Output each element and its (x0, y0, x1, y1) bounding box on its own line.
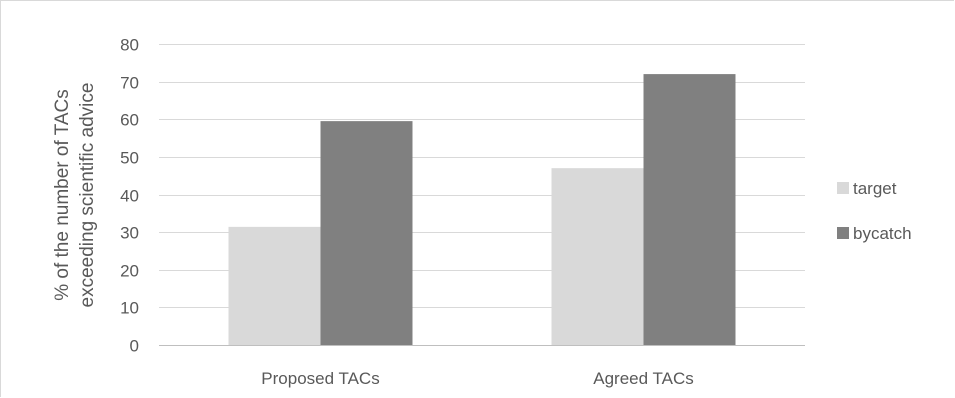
y-tick-label: 40 (120, 187, 139, 206)
bar-target (551, 168, 644, 345)
legend-swatch-target (837, 182, 849, 194)
y-tick-label: 80 (120, 36, 139, 55)
bar-target (228, 226, 321, 345)
x-axis: Proposed TACs Agreed TACs (159, 345, 805, 388)
x-category-label: Proposed TACs (261, 369, 379, 388)
legend-label-target: target (853, 179, 897, 198)
y-tick-label: 20 (120, 262, 139, 281)
y-tick-label: 60 (120, 111, 139, 130)
y-tick-label: 50 (120, 149, 139, 168)
bar-bycatch (643, 74, 736, 345)
bar-bycatch (320, 121, 413, 345)
y-axis-title: % of the number of TACs exceeding scienti… (52, 83, 98, 308)
bars (228, 74, 736, 345)
y-tick-label: 10 (120, 299, 139, 318)
y-tick-label: 70 (120, 74, 139, 93)
legend: target bycatch (837, 179, 912, 243)
y-axis-ticks: 0 10 20 30 40 50 60 70 80 (120, 36, 139, 356)
y-tick-label: 30 (120, 224, 139, 243)
x-category-label: Agreed TACs (593, 369, 693, 388)
legend-label-bycatch: bycatch (853, 224, 912, 243)
y-axis-title-line: % of the number of TACs (52, 89, 73, 301)
legend-swatch-bycatch (837, 227, 849, 239)
y-axis-title-line: exceeding scientific advice (77, 83, 98, 308)
y-tick-label: 0 (130, 337, 139, 356)
